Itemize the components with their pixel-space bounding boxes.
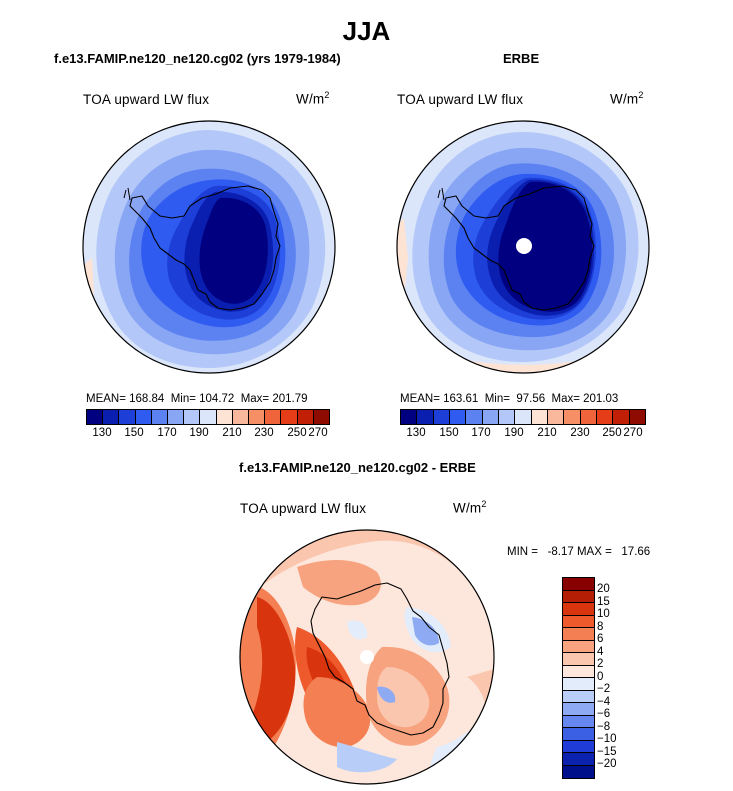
diff-colorbar-tick: −4 (597, 696, 611, 708)
diff-stats: MIN = -8.17 MAX = 17.66 (507, 546, 651, 558)
left-variable-label: TOA upward LW flux (83, 92, 210, 107)
right-colorbar-tick: 230 (570, 427, 590, 439)
diff-colorbar-tick: 15 (597, 596, 610, 608)
diff-colorbar-tick: −10 (597, 733, 617, 745)
right-variable-label: TOA upward LW flux (397, 92, 524, 107)
left-colorbar-tick: 170 (157, 427, 177, 439)
diff-colorbar-tick: 6 (597, 633, 604, 645)
diff-colorbar-tick: −15 (597, 746, 617, 758)
diff-units-label: W/m2 (453, 499, 487, 516)
right-polar-map (396, 120, 650, 374)
right-colorbar-tick: 250 (602, 427, 622, 439)
diff-colorbar-tick: 4 (597, 646, 604, 658)
right-case-label: ERBE (503, 51, 540, 66)
diff-colorbar-tick: −6 (597, 708, 611, 720)
figure-title: JJA (342, 16, 391, 46)
right-colorbar-tick: 130 (406, 427, 426, 439)
diff-variable-label: TOA upward LW flux (240, 501, 367, 516)
left-case-label: f.e13.FAMIP.ne120_ne120.cg02 (yrs 1979-1… (54, 51, 341, 66)
left-units-label: W/m2 (296, 90, 330, 107)
right-colorbar-tick: 210 (537, 427, 557, 439)
right-colorbar-tick: 150 (439, 427, 459, 439)
right-colorbar (400, 409, 646, 425)
left-colorbar (86, 409, 330, 425)
left-colorbar-tick: 270 (308, 427, 328, 439)
right-colorbar-tick: 270 (623, 427, 643, 439)
right-units-label: W/m2 (610, 90, 644, 107)
diff-case-label: f.e13.FAMIP.ne120_ne120.cg02 - ERBE (239, 460, 476, 475)
diff-colorbar-tick: −8 (597, 721, 611, 733)
right-colorbar-tick: 170 (471, 427, 491, 439)
right-colorbar-tick: 190 (504, 427, 524, 439)
left-colorbar-tick: 130 (92, 427, 112, 439)
diff-colorbar-tick: 2 (597, 658, 604, 670)
left-colorbar-tick: 150 (124, 427, 144, 439)
left-colorbar-tick: 230 (254, 427, 274, 439)
diff-colorbar-tick: 8 (597, 621, 604, 633)
diff-polar-map (239, 529, 495, 785)
left-colorbar-tick: 210 (222, 427, 242, 439)
left-colorbar-tick: 190 (189, 427, 209, 439)
diff-colorbar-tick: −2 (597, 683, 611, 695)
diff-colorbar-tick: 0 (597, 671, 604, 683)
diff-colorbar-tick: −20 (597, 758, 617, 770)
left-polar-map (82, 120, 336, 374)
left-colorbar-tick: 250 (287, 427, 307, 439)
diff-colorbar (562, 577, 595, 779)
diff-colorbar-tick: 10 (597, 608, 610, 620)
diff-colorbar-tick: 20 (597, 583, 610, 595)
left-stats: MEAN= 168.84 Min= 104.72 Max= 201.79 (86, 393, 308, 405)
right-stats: MEAN= 163.61 Min= 97.56 Max= 201.03 (400, 393, 619, 405)
